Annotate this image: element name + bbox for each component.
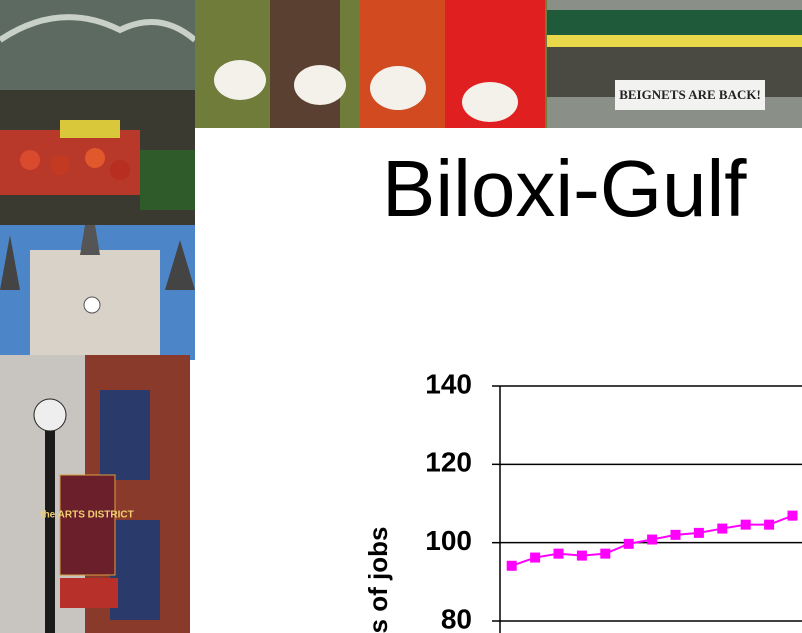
data-point [647, 534, 658, 545]
data-point [623, 538, 634, 549]
data-point [764, 519, 775, 530]
market-photo [0, 0, 197, 225]
kids-photo [195, 0, 547, 128]
data-point [600, 548, 611, 559]
arts-photo: the ARTS DISTRICT [0, 355, 190, 633]
arts-sign: the ARTS DISTRICT [40, 510, 134, 521]
cathedral-photo [0, 225, 195, 360]
data-point [506, 560, 517, 571]
data-point [670, 529, 681, 540]
y-axis-label: s of jobs [363, 527, 393, 633]
data-point [787, 510, 798, 521]
slide-title: Biloxi-Gulf [382, 144, 747, 233]
cafe-photo: BEIGNETS ARE BACK! [547, 0, 802, 128]
y-tick-label: 100 [425, 525, 472, 556]
y-tick-label: 140 [425, 368, 472, 399]
data-point [576, 550, 587, 561]
data-point [717, 523, 728, 534]
y-tick-label: 120 [425, 447, 472, 478]
data-point [530, 552, 541, 563]
data-point [553, 548, 564, 559]
data-point [693, 527, 704, 538]
cafe-sign: BEIGNETS ARE BACK! [619, 87, 761, 102]
data-point [740, 519, 751, 530]
y-tick-label: 80 [441, 603, 472, 633]
